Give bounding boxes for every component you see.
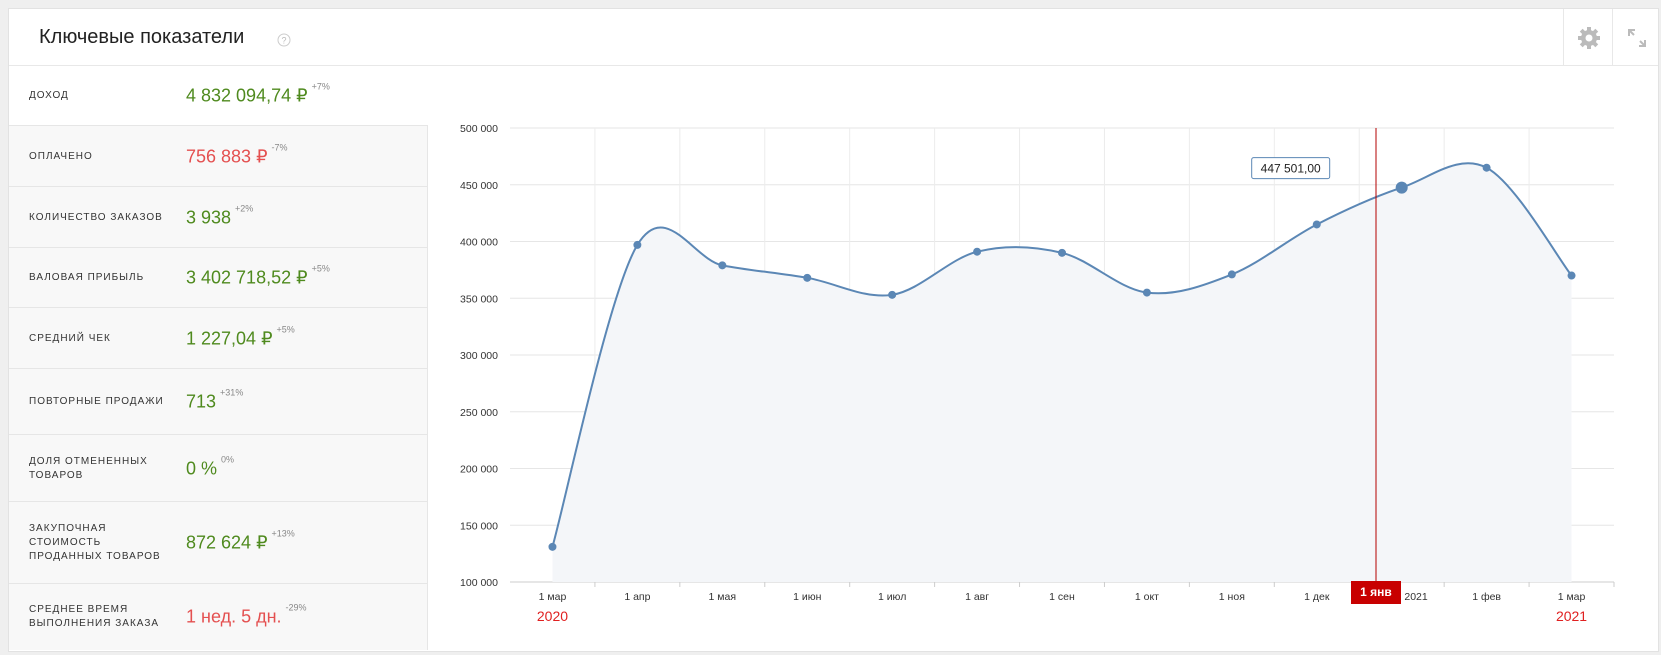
area: [552, 163, 1572, 582]
kpi-change: 0%: [221, 454, 235, 464]
expand-button[interactable]: [1627, 28, 1647, 48]
point: [1058, 248, 1066, 257]
kpi-value-text: 3 402 718,52 ₽: [186, 267, 308, 288]
kpi-change: +13%: [271, 528, 295, 539]
kpi-label: КОЛИЧЕСТВО ЗАКАЗОВ: [29, 211, 163, 223]
y-tick-label: 400 000: [460, 237, 498, 249]
year-label: 2021: [1556, 608, 1587, 624]
help-icon[interactable]: ?: [277, 33, 291, 47]
kpi-value: 756 883 ₽ -7%: [186, 142, 288, 167]
kpi-value-text: 4 832 094,74 ₽: [186, 85, 308, 105]
kpi-value-text: 1 нед. 5 дн.: [186, 606, 282, 627]
point: [888, 290, 897, 299]
x-tick-label: 1 окт: [1135, 591, 1159, 603]
point: [803, 273, 812, 282]
kpi-value-text: 1 227,04 ₽: [186, 328, 273, 348]
point: [1227, 270, 1236, 279]
kpi-value-text: 713: [186, 391, 217, 412]
svg-text:?: ?: [281, 36, 286, 46]
kpi-value: 872 624 ₽ +13%: [186, 529, 295, 554]
x-tick-label: 1 сен: [1049, 591, 1075, 603]
kpi-value: 1 227,04 ₽ +5%: [186, 324, 295, 349]
tooltip-text: 447 501,00: [1261, 162, 1321, 176]
kpi-change: +5%: [276, 324, 295, 334]
x-tick-label: 1 ноя: [1219, 591, 1245, 603]
kpi-row: ОПЛАЧЕНО 756 883 ₽ -7%: [9, 125, 428, 187]
panel-title: Ключевые показатели: [39, 26, 245, 48]
kpi-value-text: 872 624 ₽: [186, 532, 268, 553]
kpi-label: ВАЛОВАЯ ПРИБЫЛЬ: [29, 272, 145, 283]
x-tick-label: 1 дек: [1304, 591, 1330, 603]
x-tick-label: 1 мар: [1558, 591, 1586, 603]
kpi-change: +2%: [235, 203, 254, 213]
x-tick-label: 1 мая: [709, 591, 737, 603]
y-tick-label: 300 000: [460, 350, 498, 362]
x-tick-label: 1 июл: [878, 591, 906, 603]
y-tick-label: 250 000: [460, 407, 498, 419]
crosshair-label: 1 янв: [1360, 585, 1392, 599]
kpi-value: 0 % 0%: [186, 454, 234, 479]
kpi-value-text: 0 %: [186, 458, 218, 478]
kpi-row: ДОЛЯ ОТМЕНЕННЫХ ТОВАРОВ 0 % 0%: [9, 434, 428, 502]
kpi-label: ПОВТОРНЫЕ ПРОДАЖИ: [29, 396, 164, 407]
kpi-label: ДОХОД: [29, 89, 69, 101]
kpi-value: 3 402 718,52 ₽ +5%: [186, 264, 330, 289]
point: [1142, 288, 1151, 297]
x-tick-label: 1 авг: [965, 591, 989, 603]
kpi-row: КОЛИЧЕСТВО ЗАКАЗОВ 3 938 +2%: [9, 186, 428, 248]
x-tick-label: 1 апр: [624, 591, 650, 603]
point: [718, 261, 727, 270]
kpi-change: +7%: [311, 81, 330, 91]
tooltip: [1251, 157, 1331, 180]
kpi-change: +5%: [311, 263, 330, 274]
header: Ключевые показатели ?: [9, 9, 1658, 66]
point: [633, 240, 642, 249]
point: [1395, 181, 1408, 194]
kpi-change: -7%: [271, 142, 288, 152]
kpi-value: 3 938 +2%: [186, 203, 253, 228]
y-tick-label: 350 000: [460, 293, 498, 305]
kpi-label: ЗАКУПОЧНАЯ СТОИМОСТЬ ПРОДАННЫХ ТОВАРОВ: [29, 523, 161, 562]
kpi-label: СРЕДНЕЕ ВРЕМЯ ВЫПОЛНЕНИЯ ЗАКАЗА: [29, 604, 160, 629]
kpi-label: ДОЛЯ ОТМЕНЕННЫХ ТОВАРОВ: [29, 455, 148, 481]
kpi-row: ПОВТОРНЫЕ ПРОДАЖИ 713 +31%: [9, 368, 428, 435]
kpi-value-text: 3 938: [186, 207, 232, 227]
x-tick-label: 1 мар: [539, 591, 567, 603]
kpi-change: +31%: [220, 387, 244, 398]
kpi-row: СРЕДНЕЕ ВРЕМЯ ВЫПОЛНЕНИЯ ЗАКАЗА 1 нед. 5 …: [9, 583, 428, 650]
year-label: 2020: [537, 608, 568, 624]
point: [1312, 220, 1321, 229]
kpi-label: СРЕДНИЙ ЧЕК: [29, 332, 111, 344]
kpi-row: ВАЛОВАЯ ПРИБЫЛЬ 3 402 718,52 ₽ +5%: [9, 247, 428, 308]
point: [1567, 271, 1576, 280]
point: [548, 542, 557, 551]
kpi-value: 713 +31%: [186, 388, 243, 413]
y-tick-label: 450 000: [460, 180, 498, 192]
kpi-row: ЗАКУПОЧНАЯ СТОИМОСТЬ ПРОДАННЫХ ТОВАРОВ 87…: [9, 501, 428, 584]
kpi-row: ДОХОД 4 832 094,74 ₽ +7%: [9, 66, 427, 125]
kpi-change: -29%: [285, 602, 307, 613]
x-tick-label: 1 июн: [793, 591, 821, 603]
kpi-value-text: 756 883 ₽: [186, 146, 268, 166]
y-tick-label: 500 000: [460, 123, 498, 135]
y-tick-label: 200 000: [460, 464, 498, 476]
y-tick-label: 150 000: [460, 520, 498, 532]
kpi-label: ОПЛАЧЕНО: [29, 150, 93, 162]
point: [973, 247, 982, 256]
kpi-row: СРЕДНИЙ ЧЕК 1 227,04 ₽ +5%: [9, 307, 428, 369]
crosshair-box: [1351, 581, 1401, 604]
point: [1482, 163, 1491, 172]
y-tick-label: 100 000: [460, 577, 498, 589]
kpi-value: 4 832 094,74 ₽ +7%: [186, 81, 330, 106]
settings-button[interactable]: [1577, 26, 1601, 50]
x-tick-label: 1 фев: [1472, 591, 1501, 603]
kpi-value: 1 нед. 5 дн. -29%: [186, 603, 307, 628]
